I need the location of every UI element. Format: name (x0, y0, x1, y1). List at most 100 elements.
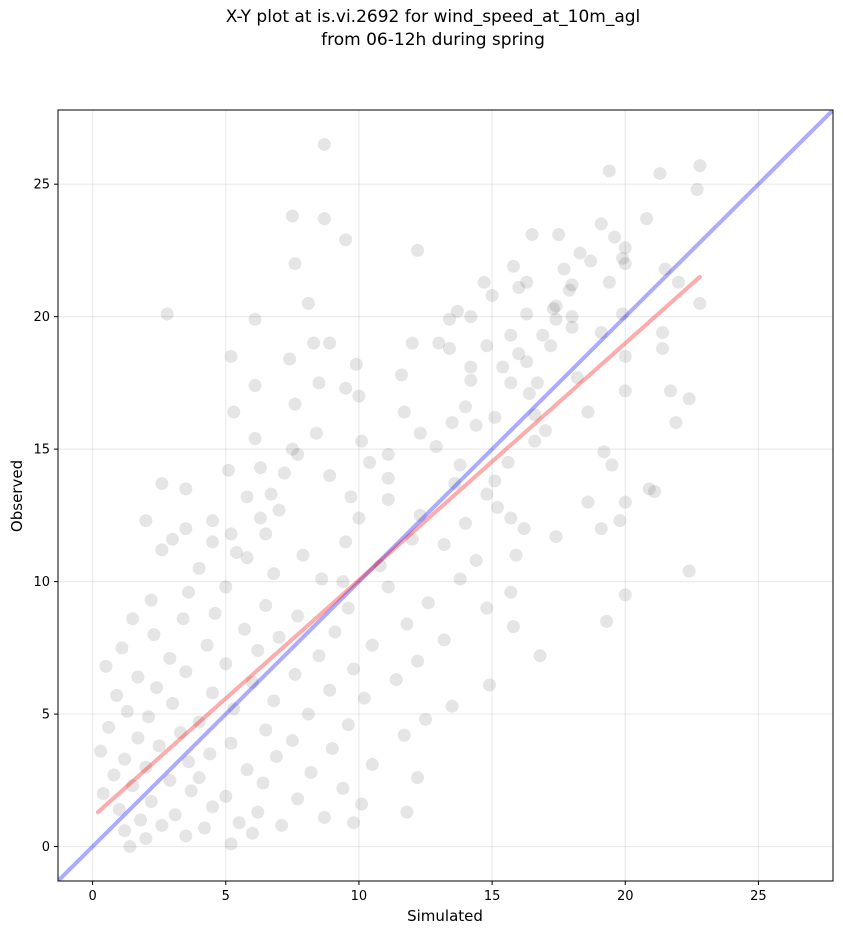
chart-title: X-Y plot at is.vi.2692 for wind_speed_at… (225, 7, 641, 27)
y-axis-label: Observed (8, 460, 26, 532)
data-point (205, 514, 219, 528)
data-point (469, 418, 483, 432)
data-point (277, 466, 291, 480)
data-point (672, 275, 686, 289)
data-point (528, 434, 542, 448)
data-point (123, 840, 137, 854)
data-point (458, 400, 472, 414)
data-point (181, 585, 195, 599)
data-point (405, 336, 419, 350)
data-point (139, 514, 153, 528)
data-point (245, 675, 259, 689)
data-point (323, 469, 337, 483)
data-point (168, 808, 182, 822)
y-tick-label: 10 (33, 575, 50, 590)
data-point (285, 734, 299, 748)
x-tick-label: 25 (750, 889, 767, 904)
data-point (152, 739, 166, 753)
data-point (616, 307, 630, 321)
data-point (520, 307, 534, 321)
data-point (450, 304, 464, 318)
data-point (184, 784, 198, 798)
x-axis-ticks: 0 5 10 15 20 25 (88, 881, 767, 904)
data-point (594, 217, 608, 231)
regression-line (95, 274, 702, 815)
data-point (405, 532, 419, 546)
data-point (618, 495, 632, 509)
data-point (533, 649, 547, 663)
data-point (618, 241, 632, 255)
data-point (317, 137, 331, 151)
data-point (179, 522, 193, 536)
data-point (469, 553, 483, 567)
data-point (155, 818, 169, 832)
data-point (269, 749, 283, 763)
data-point (616, 251, 630, 265)
data-point (658, 262, 672, 276)
data-point (219, 580, 233, 594)
data-point (642, 482, 656, 496)
data-point (357, 691, 371, 705)
data-point (506, 620, 520, 634)
data-point (512, 347, 526, 361)
data-point (432, 336, 446, 350)
data-point (131, 670, 145, 684)
x-tick-label: 10 (351, 889, 368, 904)
data-point (411, 654, 425, 668)
data-point (411, 771, 425, 785)
data-point (166, 532, 180, 546)
data-point (400, 617, 414, 631)
data-point (339, 233, 353, 247)
data-point (488, 474, 502, 488)
data-point (267, 567, 281, 581)
data-point (110, 689, 124, 703)
data-point (301, 296, 315, 310)
data-point (373, 559, 387, 573)
data-point (285, 209, 299, 223)
data-point (205, 800, 219, 814)
data-point (618, 588, 632, 602)
data-point (363, 455, 377, 469)
data-point (224, 837, 238, 851)
x-tick-label: 0 (88, 889, 96, 904)
data-point (179, 665, 193, 679)
data-point (264, 487, 278, 501)
data-point (512, 281, 526, 295)
data-point (267, 694, 281, 708)
data-point (504, 328, 518, 342)
data-point (482, 678, 496, 692)
plot-frame (57, 109, 834, 882)
data-point (200, 638, 214, 652)
data-point (490, 500, 504, 514)
data-point (323, 683, 337, 697)
data-point (488, 410, 502, 424)
data-point (355, 434, 369, 448)
data-point (259, 723, 273, 737)
data-point (464, 310, 478, 324)
data-point (192, 771, 206, 785)
data-point (458, 516, 472, 530)
data-point (275, 818, 289, 832)
data-point (389, 673, 403, 687)
data-point (341, 601, 355, 615)
data-point (317, 810, 331, 824)
data-point (288, 257, 302, 271)
data-point (480, 601, 494, 615)
data-point (118, 752, 132, 766)
data-point (552, 228, 566, 242)
data-point (381, 580, 395, 594)
data-point (549, 312, 563, 326)
data-point (448, 477, 462, 491)
data-point (664, 384, 678, 398)
data-point (288, 667, 302, 681)
data-point (131, 731, 145, 745)
data-point (504, 585, 518, 599)
data-point (227, 405, 241, 419)
data-point (573, 246, 587, 260)
data-point (413, 426, 427, 440)
data-point (179, 482, 193, 496)
data-point (240, 551, 254, 565)
data-point (325, 742, 339, 756)
data-point (144, 795, 158, 809)
